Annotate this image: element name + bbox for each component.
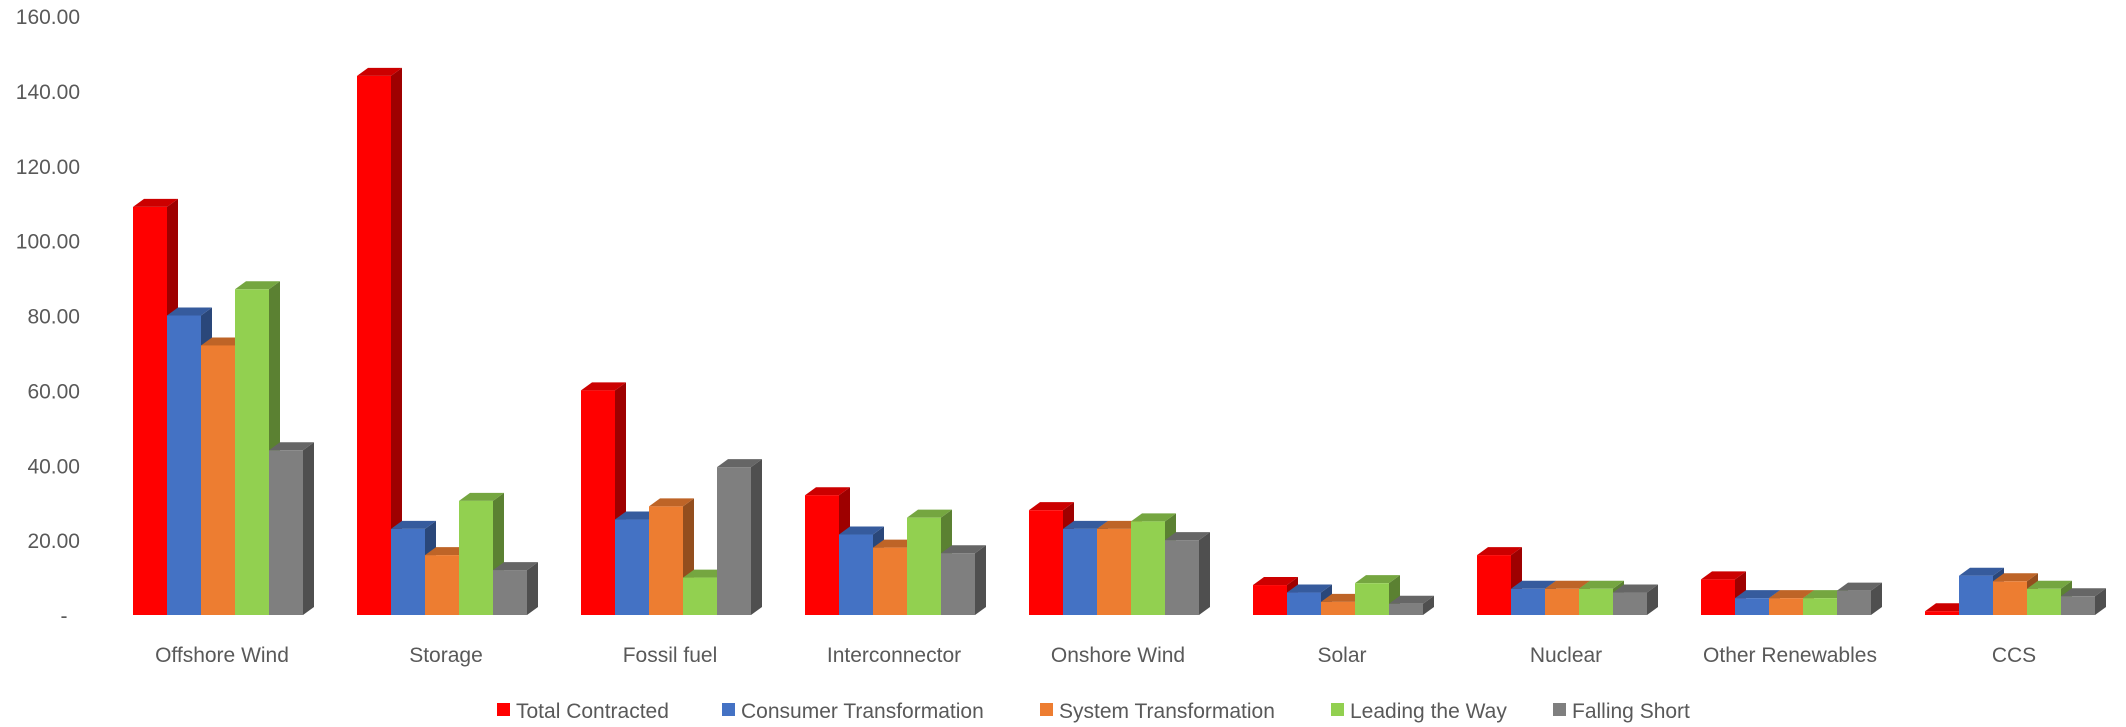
legend: Total Contracted Consumer Transformation S… [497,700,1690,723]
bar-falling-short-offshore-wind [269,442,314,615]
x-axis: Offshore Wind Storage Fossil fuel Interconn… [155,644,2036,667]
x-tick-label: Onshore Wind [1051,644,1185,667]
legend-item-system-transformation: System Transformation [1040,700,1275,723]
y-tick-label: 20.00 [27,530,80,553]
legend-item-falling-short: Falling Short [1553,700,1690,723]
y-tick-label: 40.00 [27,455,80,478]
x-tick-label: Interconnector [827,644,961,667]
bar-falling-short-interconnector [941,545,986,615]
legend-item-leading-the-way: Leading the Way [1331,700,1507,723]
y-tick-label: 80.00 [27,306,80,329]
legend-label: Total Contracted [516,700,669,723]
y-tick-label: - [61,605,68,628]
y-tick-label: 120.00 [16,156,80,179]
legend-label: Falling Short [1572,700,1690,723]
legend-swatch [722,703,735,716]
legend-label: Consumer Transformation [741,700,984,723]
legend-swatch [1331,703,1344,716]
bar-falling-short-nuclear [1613,584,1658,615]
bar-falling-short-ccs [2061,588,2106,615]
plot-area [133,67,2106,615]
y-tick-label: 140.00 [16,81,80,104]
y-axis: - 20.00 40.00 60.00 80.00 100.00 120.00 140.00 1… [16,6,80,628]
bar-falling-short-fossil-fuel [717,459,762,615]
y-tick-label: 60.00 [27,380,80,403]
x-tick-label: Fossil fuel [623,644,718,667]
x-tick-label: CCS [1992,644,2036,667]
legend-label: System Transformation [1059,700,1275,723]
bar-falling-short-onshore-wind [1165,532,1210,615]
x-tick-label: Offshore Wind [155,644,289,667]
y-tick-label: 160.00 [16,6,80,29]
legend-item-consumer-transformation: Consumer Transformation [722,700,984,723]
legend-swatch [497,703,510,716]
x-tick-label: Nuclear [1530,644,1602,667]
legend-label: Leading the Way [1350,700,1507,723]
legend-swatch [1040,703,1053,716]
x-tick-label: Storage [409,644,483,667]
bar-total-contracted-solar [1253,577,1298,615]
x-tick-label: Solar [1317,644,1366,667]
bar-leading-the-way-solar [1355,575,1400,615]
bar-falling-short-other-renewables [1837,582,1882,615]
bar-falling-short-storage [493,562,538,615]
legend-swatch [1553,703,1566,716]
bar-falling-short-solar [1389,595,1434,615]
legend-item-total-contracted: Total Contracted [497,700,669,723]
y-tick-label: 100.00 [16,231,80,254]
bar-total-contracted-storage [357,67,402,615]
x-tick-label: Other Renewables [1703,644,1877,667]
